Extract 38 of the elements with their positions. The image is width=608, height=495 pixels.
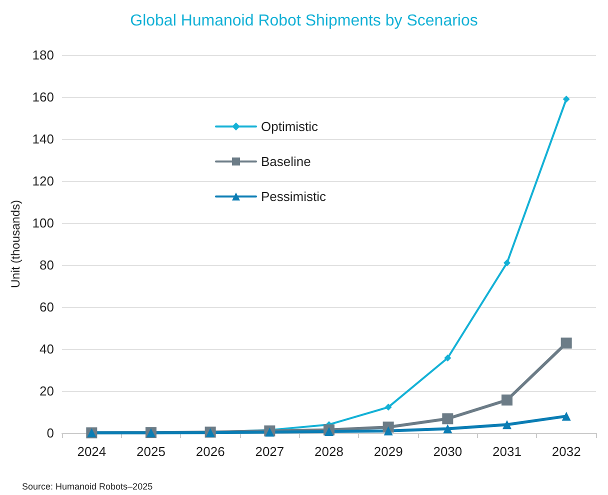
x-tick-label: 2028 — [314, 444, 344, 459]
point — [562, 96, 570, 103]
x-tick-label: 2024 — [77, 444, 106, 459]
y-tick-label: 120 — [32, 174, 54, 188]
y-tick-label: 60 — [40, 300, 54, 314]
source-note: Source: Humanoid Robots–2025 — [22, 482, 153, 492]
y-tick-label: 0 — [46, 426, 54, 440]
point — [562, 412, 571, 421]
point — [502, 420, 512, 430]
point — [442, 413, 454, 424]
y-tick-label: 40 — [40, 342, 54, 356]
y-tick-label: 180 — [32, 48, 54, 62]
y-tick-label: 100 — [32, 216, 54, 230]
point — [384, 404, 392, 411]
point — [384, 426, 393, 436]
chart-title: Global Humanoid Robot Shipments by Scenarios — [130, 12, 478, 30]
x-tick-label: 2025 — [136, 444, 166, 459]
x-tick-label: 2032 — [552, 444, 581, 459]
x-tick-label: 2031 — [492, 444, 522, 459]
point — [444, 354, 452, 362]
point — [324, 427, 334, 436]
x-tick-label: 2029 — [374, 444, 403, 459]
x-tick-label: 2027 — [255, 444, 284, 459]
point — [560, 338, 572, 349]
legend-label: Optimistic — [261, 119, 319, 134]
x-tick-label: 2030 — [433, 444, 462, 459]
point — [443, 424, 452, 434]
y-tick-label: 140 — [32, 132, 54, 146]
point — [504, 259, 510, 266]
y-tick-label: 160 — [32, 90, 54, 104]
x-tick-label: 2026 — [196, 444, 225, 459]
legend-label: Pessimistic — [261, 189, 327, 204]
y-axis-title: Unit (thousands) — [8, 200, 22, 288]
legend-label: Baseline — [261, 154, 311, 169]
y-tick-label: 80 — [40, 258, 54, 272]
y-tick-label: 20 — [40, 384, 54, 398]
point — [265, 428, 274, 437]
point — [502, 394, 512, 406]
